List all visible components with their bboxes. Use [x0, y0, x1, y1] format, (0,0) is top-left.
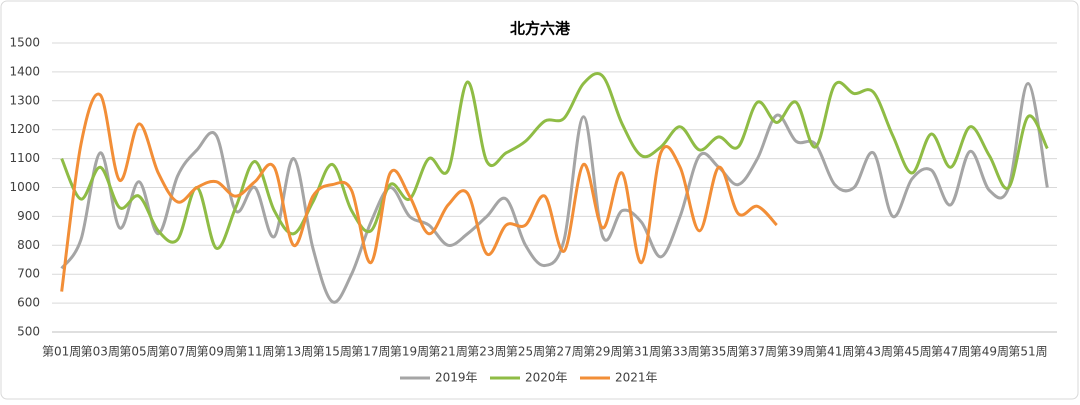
legend-label: 2021年 — [615, 371, 658, 385]
x-tick-label: 第17周 — [351, 345, 390, 359]
x-tick-label: 第01周 — [42, 345, 81, 359]
x-tick-label: 第27周 — [545, 345, 584, 359]
y-tick-label: 600 — [17, 296, 40, 310]
x-tick-label: 第39周 — [776, 345, 815, 359]
chart-title: 北方六港 — [510, 20, 571, 38]
x-tick-label: 第47周 — [931, 345, 970, 359]
x-tick-label: 第23周 — [467, 345, 506, 359]
x-tick-label: 第09周 — [197, 345, 236, 359]
x-tick-label: 第43周 — [854, 345, 893, 359]
legend-label: 2019年 — [435, 371, 478, 385]
y-tick-label: 1300 — [9, 93, 40, 107]
y-tick-label: 1400 — [9, 64, 40, 78]
x-tick-label: 第29周 — [583, 345, 622, 359]
y-tick-label: 900 — [17, 209, 40, 223]
y-tick-label: 1200 — [9, 122, 40, 136]
y-tick-label: 1500 — [9, 36, 40, 50]
x-tick-label: 第25周 — [506, 345, 545, 359]
x-tick-label: 第13周 — [274, 345, 313, 359]
x-tick-label: 第33周 — [660, 345, 699, 359]
y-tick-label: 1000 — [9, 180, 40, 194]
y-tick-label: 700 — [17, 267, 40, 281]
x-tick-label: 第11周 — [235, 345, 274, 359]
x-tick-label: 第31周 — [622, 345, 661, 359]
y-tick-label: 500 — [17, 325, 40, 339]
series-line — [60, 81, 1049, 304]
x-tick-label: 第07周 — [158, 345, 197, 359]
x-tick-label: 第45周 — [892, 345, 931, 359]
series-line — [60, 72, 1049, 250]
x-tick-label: 第37周 — [738, 345, 777, 359]
y-tick-label: 800 — [17, 238, 40, 252]
x-tick-label: 第21周 — [429, 345, 468, 359]
x-tick-label: 第41周 — [815, 345, 854, 359]
x-tick-label: 第49周 — [970, 345, 1009, 359]
x-tick-label: 第19周 — [390, 345, 429, 359]
x-tick-label: 第15周 — [313, 345, 352, 359]
x-tick-label: 第35周 — [699, 345, 738, 359]
x-tick-label: 第05周 — [119, 345, 158, 359]
x-tick-label: 第51周 — [1008, 345, 1047, 359]
series-line — [60, 92, 778, 292]
x-tick-label: 第03周 — [81, 345, 120, 359]
legend-label: 2020年 — [525, 371, 568, 385]
y-tick-label: 1100 — [9, 151, 40, 165]
